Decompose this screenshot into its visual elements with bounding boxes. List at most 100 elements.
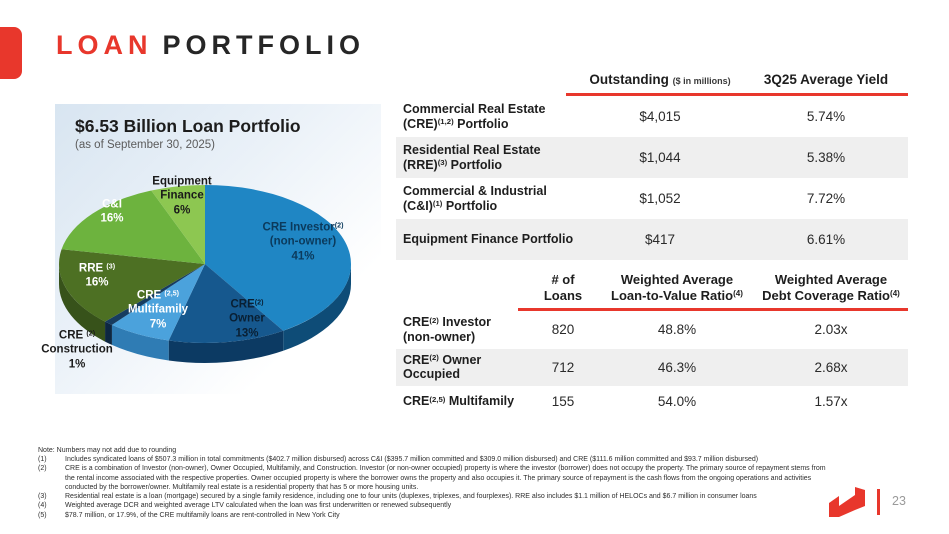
- footnote-number: (4): [38, 502, 47, 510]
- cre-table-row: CRE(2) Investor (non-owner) 820 48.8% 2.03x: [396, 311, 908, 349]
- dcr-value: 2.03x: [814, 322, 848, 338]
- row-label: Commercial & Industrial (C&I)(1) Portfoli…: [403, 183, 547, 213]
- header-underline: [518, 308, 908, 312]
- ltv-value: 54.0%: [657, 394, 697, 410]
- page-title: LOAN PORTFOLIO: [56, 30, 365, 61]
- row-label: CRE(2,5) Multifamily: [403, 394, 515, 409]
- outstanding-value: $1,044: [639, 150, 681, 166]
- footnote-ref: (3): [106, 262, 116, 271]
- footnote-ref: (2): [254, 298, 264, 307]
- outstanding-yield-table-header: Outstanding ($ in millions) 3Q25 Average…: [396, 72, 908, 93]
- pie-chart: [59, 185, 352, 363]
- loan-portfolio-pie-card: $6.53 Billion Loan Portfolio (as of Sept…: [41, 104, 381, 394]
- footnote-item-4: (4) Weighted average DCR and weighted ave…: [38, 501, 838, 510]
- cre-detail-table-rows: CRE(2) Investor (non-owner) 820 48.8% 2.03x C…: [396, 311, 908, 417]
- cre-table-row: CRE(2,5) Multifamily 155 54.0% 1.57x: [396, 386, 908, 417]
- company-logo: [829, 487, 865, 517]
- outstanding-yield-table-rows: Commercial Real Estate (CRE)(1,2) Portfol…: [396, 96, 908, 261]
- footnote-item-3: (3) Residential real estate is a loan (mo…: [38, 492, 838, 501]
- page-title-portfolio: PORTFOLIO: [162, 30, 365, 60]
- footnote-ref: (2,5): [429, 394, 446, 404]
- footnote-number: (1): [38, 456, 47, 464]
- header-spacer: [396, 88, 576, 93]
- footnote-text: Residential real estate is a loan (mortg…: [65, 493, 757, 501]
- ltv-value: 46.3%: [657, 359, 697, 375]
- pie-slice-1: [168, 264, 284, 343]
- loans-value: 155: [551, 394, 575, 410]
- dcr-value: 2.68x: [814, 359, 848, 375]
- outstanding-yield-table: Outstanding ($ in millions) 3Q25 Average…: [396, 72, 908, 261]
- pie-slice-2: [111, 264, 205, 341]
- dcr-value: 1.57x: [814, 394, 848, 410]
- footnote-ref: (2): [86, 329, 96, 338]
- cre-header-0: # of Loans: [543, 272, 583, 303]
- footnote-number: (5): [38, 511, 47, 519]
- footnote-ref: (4): [890, 288, 900, 298]
- row-label: Residential Real Estate (RRE)(3) Portfoli…: [403, 142, 541, 172]
- pie-slice-side-3: [105, 321, 112, 345]
- footnote-text: CRE is a combination of Investor (non-ow…: [65, 465, 826, 491]
- pie-label-0: CRE Investor(2) (non-owner) 41%: [262, 221, 344, 263]
- outstanding-table-row: Commercial & Industrial (C&I)(1) Portfoli…: [396, 178, 908, 219]
- footnote-number: (3): [38, 493, 47, 501]
- footnote-text: Includes syndicated loans of $507.3 mill…: [65, 456, 759, 464]
- pie-label-5: C&I 16%: [100, 198, 124, 225]
- pie-label-4: RRE (3) 16%: [78, 262, 116, 289]
- header-underline: [566, 93, 908, 97]
- outstanding-value: $4,015: [639, 109, 681, 125]
- cre-detail-table-header: # of Loans Weighted Average Loan-to-Value R…: [396, 272, 908, 308]
- row-label: CRE(2) Owner Occupied: [403, 352, 482, 382]
- ltv-value: 48.8%: [657, 322, 697, 338]
- pie-slice-0: [205, 185, 352, 331]
- pie-label-2: CRE (2,5) Multifamily 7%: [127, 289, 189, 331]
- outstanding-table-row: Equipment Finance Portfolio $417 6.61%: [396, 219, 908, 261]
- pie-slice-3: [105, 264, 205, 325]
- pie-slice-side-4: [59, 264, 106, 342]
- yield-value: 5.38%: [806, 150, 846, 166]
- footnote-ref: (2,5): [164, 289, 180, 298]
- pie-card-title: $6.53 Billion Loan Portfolio: [75, 116, 301, 136]
- header-spacer: [396, 303, 526, 308]
- footnote-text: $78.7 million, or 17.9%, of the CRE mult…: [65, 511, 340, 519]
- outstanding-value: $417: [644, 232, 676, 248]
- pie-label-1: CRE(2) Owner 13%: [229, 298, 265, 340]
- row-label: Equipment Finance Portfolio: [403, 232, 574, 247]
- title-accent-bar: [0, 27, 22, 79]
- yield-value: 6.61%: [806, 232, 846, 248]
- pie-card-subtitle: (as of September 30, 2025): [75, 139, 215, 151]
- pie-slice-5: [61, 190, 205, 264]
- footnote-item-5: (5) $78.7 million, or 17.9%, of the CRE m…: [38, 511, 838, 520]
- pie-label-3: CRE (2) Construction 1%: [41, 329, 113, 371]
- cre-table-row: CRE(2) Owner Occupied 712 46.3% 2.68x: [396, 348, 908, 387]
- cre-header-1: Weighted Average Loan-to-Value Ratio(4): [611, 272, 743, 303]
- row-label: CRE(2) Investor (non-owner): [403, 315, 491, 344]
- footnote-ref: (3): [437, 158, 448, 168]
- row-label: Commercial Real Estate (CRE)(1,2) Portfol…: [403, 101, 546, 131]
- yield-value: 5.74%: [806, 109, 846, 125]
- page-number: 23: [892, 494, 906, 508]
- footnote-ref: (2): [429, 353, 439, 363]
- header-outstanding-units: ($ in millions): [672, 76, 731, 86]
- footnote-number: (2): [38, 465, 47, 473]
- footnotes: Note: Numbers may not add due to roundin…: [38, 446, 838, 520]
- loans-value: 712: [551, 359, 575, 375]
- footnote-text: Weighted average DCR and weighted averag…: [65, 502, 452, 510]
- outstanding-table-row: Residential Real Estate (RRE)(3) Portfoli…: [396, 137, 908, 179]
- yield-value: 7.72%: [806, 191, 846, 207]
- pie-slice-side-2: [111, 324, 169, 361]
- header-average-yield: 3Q25 Average Yield: [763, 72, 889, 87]
- pie-slice-side-1: [168, 330, 284, 363]
- cre-header-2: Weighted Average Debt Coverage Ratio(4): [762, 272, 900, 303]
- footnote-item-2: (2) CRE is a combination of Investor (non…: [38, 464, 838, 492]
- footnote-item-1: (1) Includes syndicated loans of $507.3 m…: [38, 455, 838, 464]
- footnote-ref: (2): [334, 221, 344, 230]
- pie-slice-6: [151, 185, 205, 264]
- loans-value: 820: [551, 322, 575, 338]
- page-title-loan: LOAN: [56, 30, 153, 60]
- pie-slice-4: [59, 249, 206, 322]
- footnote-ref: (1,2): [437, 117, 454, 127]
- pie-label-6: Equipment Finance 6%: [152, 175, 212, 217]
- outstanding-table-row: Commercial Real Estate (CRE)(1,2) Portfol…: [396, 96, 908, 137]
- cre-detail-table: # of Loans Weighted Average Loan-to-Value R…: [396, 272, 908, 417]
- footer-divider: [877, 489, 880, 515]
